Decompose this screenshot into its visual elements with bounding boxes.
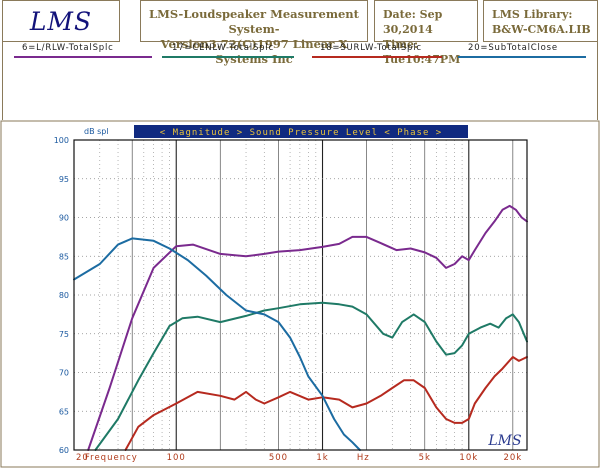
- y-tick-label: 95: [59, 175, 69, 184]
- system-info-line1: LMS-Loudspeaker Measurement System-: [149, 7, 359, 36]
- series-line-1: [94, 301, 528, 451]
- spl-chart: < Magnitude > Sound Pressure Level < Pha…: [0, 120, 600, 468]
- chart-banner-text: < Magnitude > Sound Pressure Level < Pha…: [160, 128, 442, 138]
- library-label: LMS Library:: [492, 8, 573, 21]
- library-box: LMS Library: B&W-CM6A.LIB: [483, 0, 598, 42]
- legend-entry-sub: 20=SubTotalClose: [468, 43, 558, 53]
- x-tick-label: 20k: [503, 453, 522, 463]
- series-line-0: [87, 204, 528, 451]
- y-tick-label: 90: [59, 214, 69, 223]
- legend-entry-sur: 18=SURLW-TotalSplc: [320, 43, 422, 53]
- date-time-box: Date: Sep 30,2014 Time: Tue10:47PM: [374, 0, 478, 66]
- x-tick-label: 20: [76, 453, 89, 463]
- plot-area-border: [73, 139, 528, 451]
- legend-area: [2, 42, 598, 120]
- system-info: LMS-Loudspeaker Measurement System- Vers…: [140, 0, 368, 66]
- x-tick-label: 100: [167, 453, 186, 463]
- y-tick-labels: 100 95 90 85 80 75 70 65 60: [54, 136, 69, 455]
- legend-line-cen: [162, 56, 294, 58]
- x-tick-label: Hz: [357, 453, 370, 463]
- legend-line-lr: [14, 56, 152, 58]
- y-tick-label: 100: [54, 136, 69, 145]
- legend-line-sur: [312, 56, 442, 58]
- chart-frame: [0, 120, 600, 468]
- y-tick-label: 65: [59, 407, 69, 416]
- y-tick-label: 70: [59, 369, 69, 378]
- y-tick-label: 85: [59, 252, 69, 261]
- library-name: B&W-CM6A.LIB: [492, 23, 591, 36]
- series-line-2: [124, 356, 528, 451]
- chart-series: [73, 204, 528, 451]
- y-axis-label: dB spl: [84, 127, 109, 136]
- y-tick-label: 75: [59, 330, 69, 339]
- y-tick-label: 60: [59, 446, 69, 455]
- y-tick-label: 80: [59, 291, 69, 300]
- date-text: Date: Sep 30,2014: [383, 8, 443, 36]
- legend-entry-lr: 6=L/RLW-TotalSplc: [22, 43, 114, 53]
- chart-banner: [134, 125, 468, 138]
- x-tick-label: 10k: [459, 453, 478, 463]
- x-tick-label: Frequency: [85, 453, 138, 463]
- lms-logo: LMS: [2, 0, 120, 42]
- legend-line-sub: [458, 56, 586, 58]
- x-tick-label: 5k: [419, 453, 431, 463]
- x-tick-label: 1k: [316, 453, 328, 463]
- x-tick-label: 500: [269, 453, 288, 463]
- system-info-line2: Version3.72(C)1997 Linear X Systems Inc: [160, 37, 348, 66]
- series-line-3: [73, 237, 361, 451]
- lms-watermark: LMS: [487, 433, 521, 449]
- legend-entry-cen: 17=CENLW-TotalSplc: [172, 43, 274, 53]
